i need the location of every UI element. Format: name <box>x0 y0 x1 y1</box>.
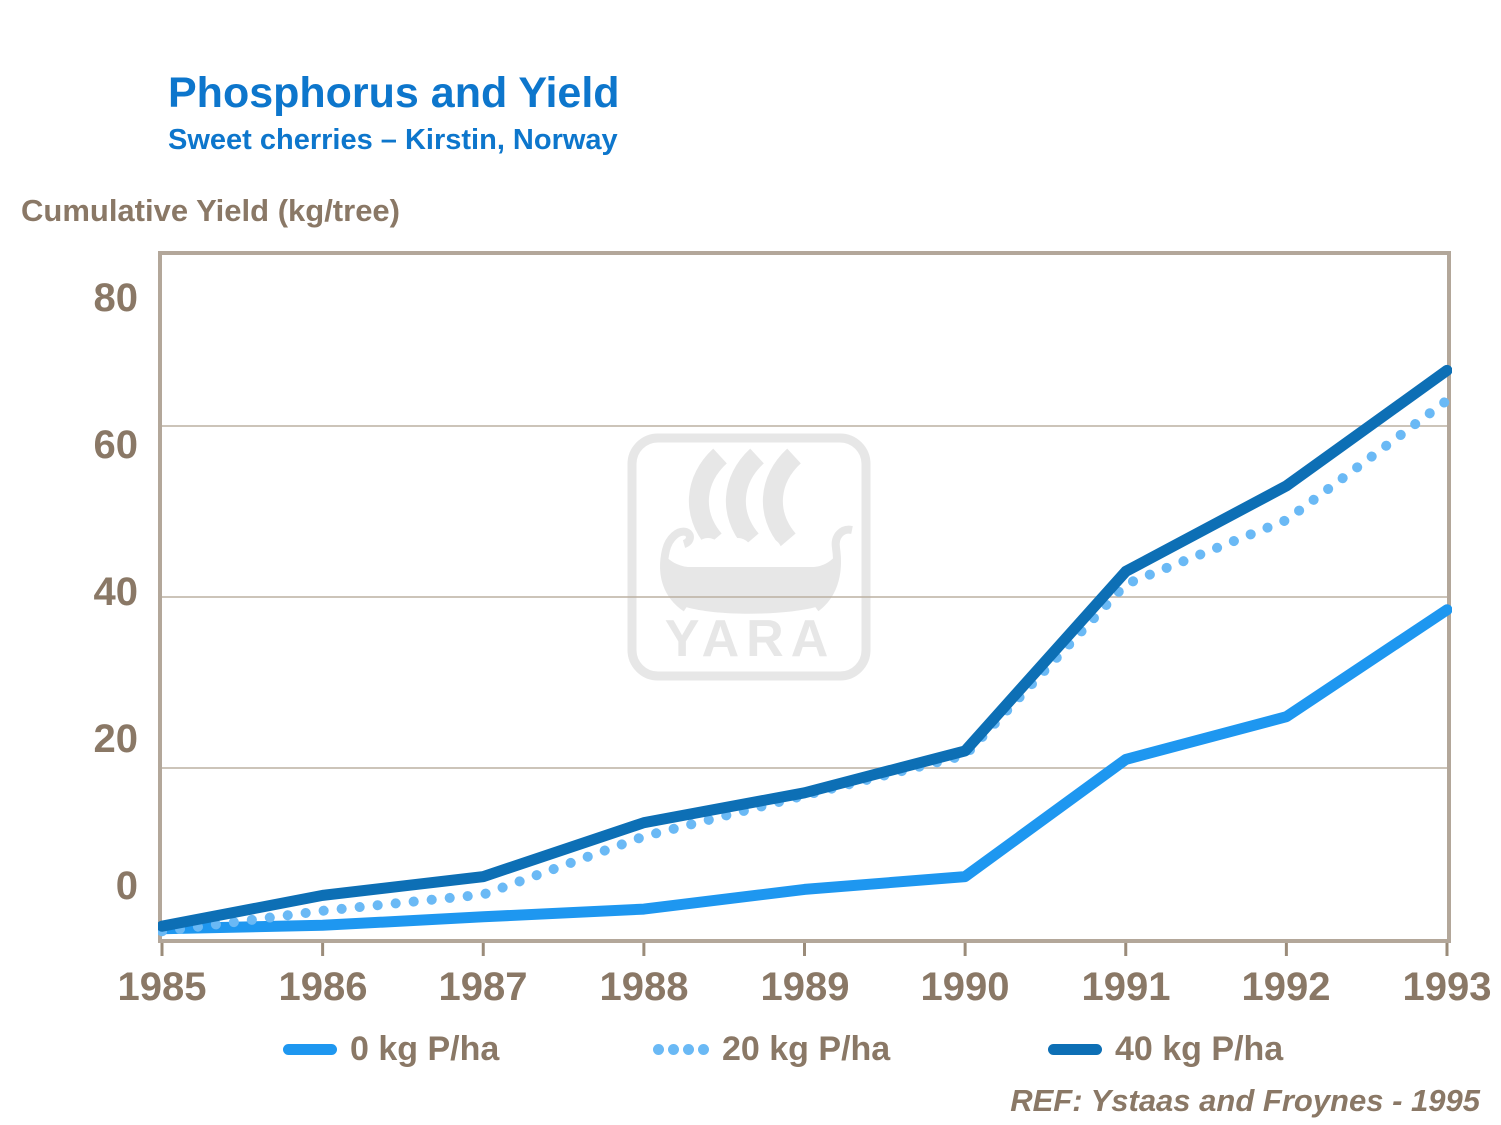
legend-swatch-20-kg <box>653 1043 709 1055</box>
legend-swatch-0-kg <box>283 1043 337 1055</box>
gridlines <box>162 425 1447 769</box>
legend-item-20-kg: 20 kg P/ha <box>653 1028 890 1070</box>
x-axis-label-1991: 1991 <box>1081 965 1171 1009</box>
y-axis-title: Cumulative Yield (kg/tree) <box>21 193 400 228</box>
series-lines <box>158 364 1452 937</box>
watermark-frame <box>627 433 871 681</box>
legend-item-40-kg: 40 kg P/ha <box>1048 1028 1283 1070</box>
y-axis-label-20: 20 <box>93 717 139 761</box>
legend-label-20-kg: 20 kg P/ha <box>722 1029 891 1068</box>
series-line-40-kg-p-ha <box>158 364 1452 932</box>
legend-label-0-kg: 0 kg P/ha <box>350 1029 500 1068</box>
x-axis-label-1988: 1988 <box>599 965 689 1009</box>
x-axis-label-1985: 1985 <box>117 965 207 1009</box>
legend-swatch-40-kg <box>1048 1043 1102 1055</box>
x-axis-label-1989: 1989 <box>760 965 850 1009</box>
x-axis-label-1993: 1993 <box>1402 965 1492 1009</box>
chart-title: Phosphorus and Yield <box>168 69 620 117</box>
plot-area: YARA <box>158 251 1452 956</box>
y-axis-label-40: 40 <box>93 570 139 614</box>
viking-ship-icon <box>660 448 853 614</box>
legend-label-40-kg: 40 kg P/ha <box>1115 1029 1284 1068</box>
x-axis-label-1990: 1990 <box>920 965 1010 1009</box>
y-axis-label-0: 0 <box>115 864 138 908</box>
watermark-text: YARA <box>665 610 836 668</box>
yara-watermark: YARA <box>627 433 871 681</box>
y-axis-label-80: 80 <box>93 276 139 320</box>
chart-subtitle: Sweet cherries – Kirstin, Norway <box>168 124 618 156</box>
x-axis-label-1992: 1992 <box>1241 965 1331 1009</box>
x-axis-label-1987: 1987 <box>438 965 528 1009</box>
series-line-0-kg-p-ha <box>158 604 1452 935</box>
axis-tick-marks <box>160 943 1449 956</box>
x-axis-label-1986: 1986 <box>278 965 368 1009</box>
reference-text: REF: Ystaas and Froynes - 1995 <box>1010 1083 1480 1118</box>
y-axis-label-60: 60 <box>93 423 139 467</box>
legend-item-0-kg: 0 kg P/ha <box>283 1028 499 1070</box>
series-line-20-kg-p-ha <box>158 395 1452 937</box>
